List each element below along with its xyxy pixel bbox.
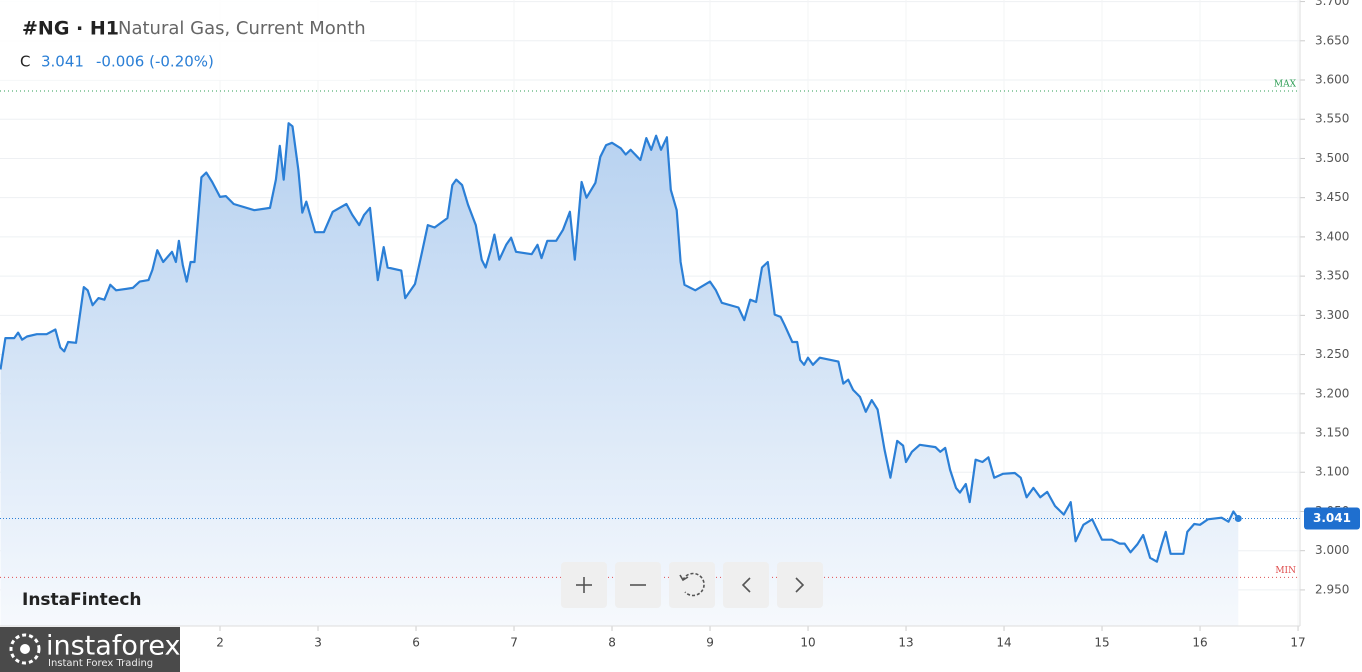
header-bg bbox=[0, 0, 370, 80]
y-tick-label: 3.650 bbox=[1315, 33, 1349, 47]
y-tick-label: 3.100 bbox=[1315, 465, 1349, 479]
x-tick-label: 16 bbox=[1192, 636, 1207, 650]
x-tick-label: 17 bbox=[1290, 636, 1305, 650]
brand-logo: instaforex Instant Forex Trading bbox=[0, 627, 180, 672]
y-tick-label: 3.600 bbox=[1315, 73, 1349, 87]
zoom-out-button[interactable] bbox=[615, 562, 661, 608]
x-tick-label: 9 bbox=[706, 636, 714, 650]
zoom-in-button[interactable] bbox=[561, 562, 607, 608]
zoom-controls bbox=[561, 562, 823, 608]
y-tick-label: 3.500 bbox=[1315, 151, 1349, 165]
x-tick-label: 13 bbox=[898, 636, 913, 650]
reference-label: MAX bbox=[1274, 79, 1297, 89]
y-tick-label: 3.450 bbox=[1315, 190, 1349, 204]
price-badge bbox=[1304, 507, 1360, 530]
y-tick-label: 3.300 bbox=[1315, 308, 1349, 322]
x-tick-label: 3 bbox=[314, 636, 322, 650]
y-tick-label: 2.950 bbox=[1315, 582, 1349, 596]
x-tick-label: 10 bbox=[800, 636, 815, 650]
logo-icon bbox=[9, 633, 41, 665]
logo-icon-center bbox=[20, 644, 30, 654]
price-line bbox=[0, 122, 1240, 563]
chart-title: #NG · H1 bbox=[22, 18, 119, 40]
y-tick-label: 3.350 bbox=[1315, 269, 1349, 283]
price-badge-label: 3.041 bbox=[1313, 511, 1351, 525]
x-tick-label: 15 bbox=[1094, 636, 1109, 650]
y-tick-label: 3.200 bbox=[1315, 386, 1349, 400]
y-tick-label: 3.700 bbox=[1315, 0, 1349, 8]
x-tick-label: 7 bbox=[510, 636, 518, 650]
close-value: 3.041 bbox=[41, 53, 84, 71]
area-fill bbox=[0, 123, 1239, 626]
chart-subtitle: Natural Gas, Current Month bbox=[118, 18, 366, 39]
y-tick-label: 3.250 bbox=[1315, 347, 1349, 361]
brand-name: instaforex bbox=[46, 631, 180, 662]
axes: 2.9503.0003.0503.1003.1503.2003.2503.300… bbox=[0, 0, 1360, 650]
y-tick-label: 3.400 bbox=[1315, 229, 1349, 243]
y-tick-label: 3.000 bbox=[1315, 543, 1349, 557]
y-tick-label: 3.550 bbox=[1315, 112, 1349, 126]
brand-tagline: Instant Forex Trading bbox=[48, 658, 153, 669]
x-tick-label: 14 bbox=[996, 636, 1011, 650]
x-tick-label: 8 bbox=[608, 636, 616, 650]
reset-button[interactable] bbox=[669, 562, 715, 608]
y-tick-label: 3.150 bbox=[1315, 426, 1349, 440]
last-point bbox=[1234, 515, 1242, 523]
x-tick-label: 2 bbox=[216, 636, 224, 650]
scroll-right-button[interactable] bbox=[777, 562, 823, 608]
scroll-left-button[interactable] bbox=[723, 562, 769, 608]
plot: MAX MIN bbox=[0, 79, 1300, 626]
change: -0.006 (-0.20%) bbox=[96, 53, 214, 71]
watermark: InstaFintech bbox=[22, 590, 142, 610]
reference-label: MIN bbox=[1275, 566, 1296, 576]
x-tick-label: 6 bbox=[412, 636, 420, 650]
close-label: C bbox=[20, 53, 30, 71]
